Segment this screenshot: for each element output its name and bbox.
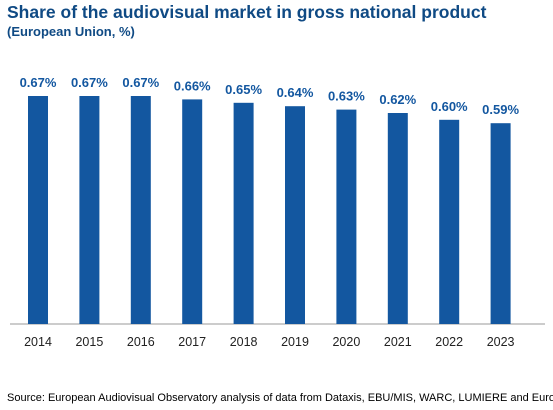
x-tick-label-2023: 2023 <box>487 335 515 349</box>
x-tick-label-2014: 2014 <box>24 335 52 349</box>
data-label-2017: 0.66% <box>174 78 211 93</box>
bar-2021 <box>387 113 408 324</box>
data-label-2020: 0.63% <box>328 89 365 104</box>
data-label-2016: 0.67% <box>122 75 159 90</box>
bar-2023 <box>490 123 511 324</box>
data-label-2018: 0.65% <box>225 82 262 97</box>
data-label-2023: 0.59% <box>482 102 519 117</box>
source-note: Source: European Audiovisual Observatory… <box>7 392 553 404</box>
bar-2015 <box>79 96 100 324</box>
data-label-2015: 0.67% <box>71 75 108 90</box>
bar-2014 <box>28 96 48 324</box>
data-label-2019: 0.64% <box>277 85 314 100</box>
x-tick-label-2018: 2018 <box>230 335 258 349</box>
x-tick-label-2019: 2019 <box>281 335 309 349</box>
bar-2017 <box>182 99 203 325</box>
x-tick-label-2022: 2022 <box>435 335 463 349</box>
data-label-2021: 0.62% <box>379 92 416 107</box>
data-label-2014: 0.67% <box>20 75 57 90</box>
bar-2019 <box>285 106 305 324</box>
x-tick-label-2015: 2015 <box>75 335 103 349</box>
chart-title: Share of the audiovisual market in gross… <box>7 2 487 22</box>
data-label-2022: 0.60% <box>431 99 468 114</box>
bar-2020 <box>336 109 357 324</box>
x-tick-label-2017: 2017 <box>178 335 206 349</box>
bar-2018 <box>233 102 254 324</box>
x-tick-label-2021: 2021 <box>384 335 412 349</box>
bar-2022 <box>439 119 460 324</box>
chart-subtitle: (European Union, %) <box>7 24 135 39</box>
x-tick-label-2020: 2020 <box>332 335 360 349</box>
bar-2016 <box>130 96 151 324</box>
x-tick-label-2016: 2016 <box>127 335 155 349</box>
